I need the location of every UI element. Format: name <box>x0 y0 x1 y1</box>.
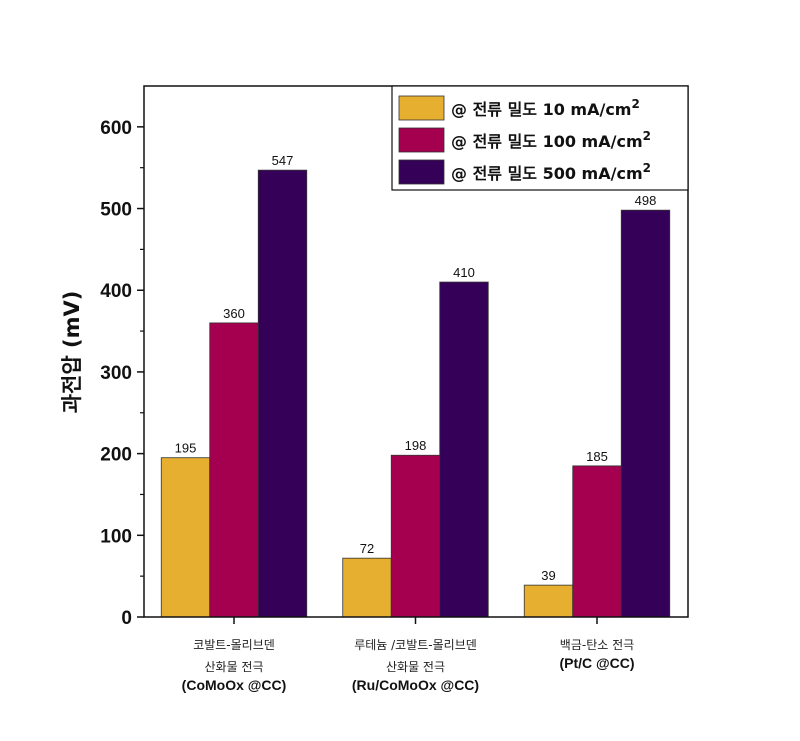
data-label: 360 <box>223 306 245 321</box>
data-label: 185 <box>586 449 608 464</box>
data-label: 410 <box>453 265 475 280</box>
x-category-code: (CoMoOx @CC) <box>182 677 287 693</box>
data-label: 498 <box>635 193 657 208</box>
y-axis-label: 과전압 (mV) <box>60 291 84 414</box>
bar <box>620 209 671 618</box>
y-tick-label: 200 <box>100 445 132 466</box>
bars-layer: 195 72 39 360 198 185 547 410 498 <box>160 153 671 618</box>
y-tick-label: 600 <box>100 118 132 139</box>
data-label: 39 <box>541 568 555 583</box>
legend-entry-superscript: 2 <box>643 161 651 175</box>
legend-entry-superscript: 2 <box>643 129 651 143</box>
bar <box>572 465 622 618</box>
bar <box>523 584 574 618</box>
legend-entry-label: @ 전류 밀도 500 mA/cm <box>451 164 643 183</box>
x-category-code: (Pt/C @CC) <box>559 655 634 671</box>
x-category-label: 백금-탄소 전극 <box>560 638 634 652</box>
y-tick-label: 0 <box>121 608 132 629</box>
legend-entry: @ 전류 밀도 500 mA/cm2 <box>451 161 651 183</box>
data-label: 72 <box>360 541 374 556</box>
legend-swatch <box>398 95 445 121</box>
legend-entry-label: @ 전류 밀도 10 mA/cm <box>451 100 631 119</box>
x-category-label: 코발트-몰리브덴 <box>193 638 275 652</box>
legend: @ 전류 밀도 10 mA/cm2@ 전류 밀도 100 mA/cm2@ 전류 … <box>391 85 689 191</box>
y-tick-label: 400 <box>100 281 132 302</box>
data-label: 195 <box>175 441 197 456</box>
bar <box>257 169 308 618</box>
bar <box>439 281 489 618</box>
legend-entry-superscript: 2 <box>631 97 639 111</box>
legend-entry: @ 전류 밀도 100 mA/cm2 <box>451 129 651 151</box>
bar <box>160 457 211 618</box>
bar <box>390 454 441 618</box>
x-category-label: 산화물 전극 <box>386 660 445 674</box>
data-label: 547 <box>272 153 294 168</box>
x-category-label: 산화물 전극 <box>204 660 263 674</box>
data-label: 198 <box>405 438 427 453</box>
y-tick-label: 100 <box>100 526 132 547</box>
bar <box>209 322 259 618</box>
legend-swatch <box>398 127 445 153</box>
legend-entry: @ 전류 밀도 10 mA/cm2 <box>451 97 640 119</box>
x-category-code: (Ru/CoMoOx @CC) <box>352 677 479 693</box>
x-category-label: 루테늄 /코발트-몰리브덴 <box>354 638 477 652</box>
legend-entry-label: @ 전류 밀도 100 mA/cm <box>451 132 643 151</box>
y-tick-label: 300 <box>100 363 132 384</box>
y-tick-label: 500 <box>100 200 132 221</box>
legend-swatch <box>398 159 445 185</box>
bar <box>342 557 392 618</box>
